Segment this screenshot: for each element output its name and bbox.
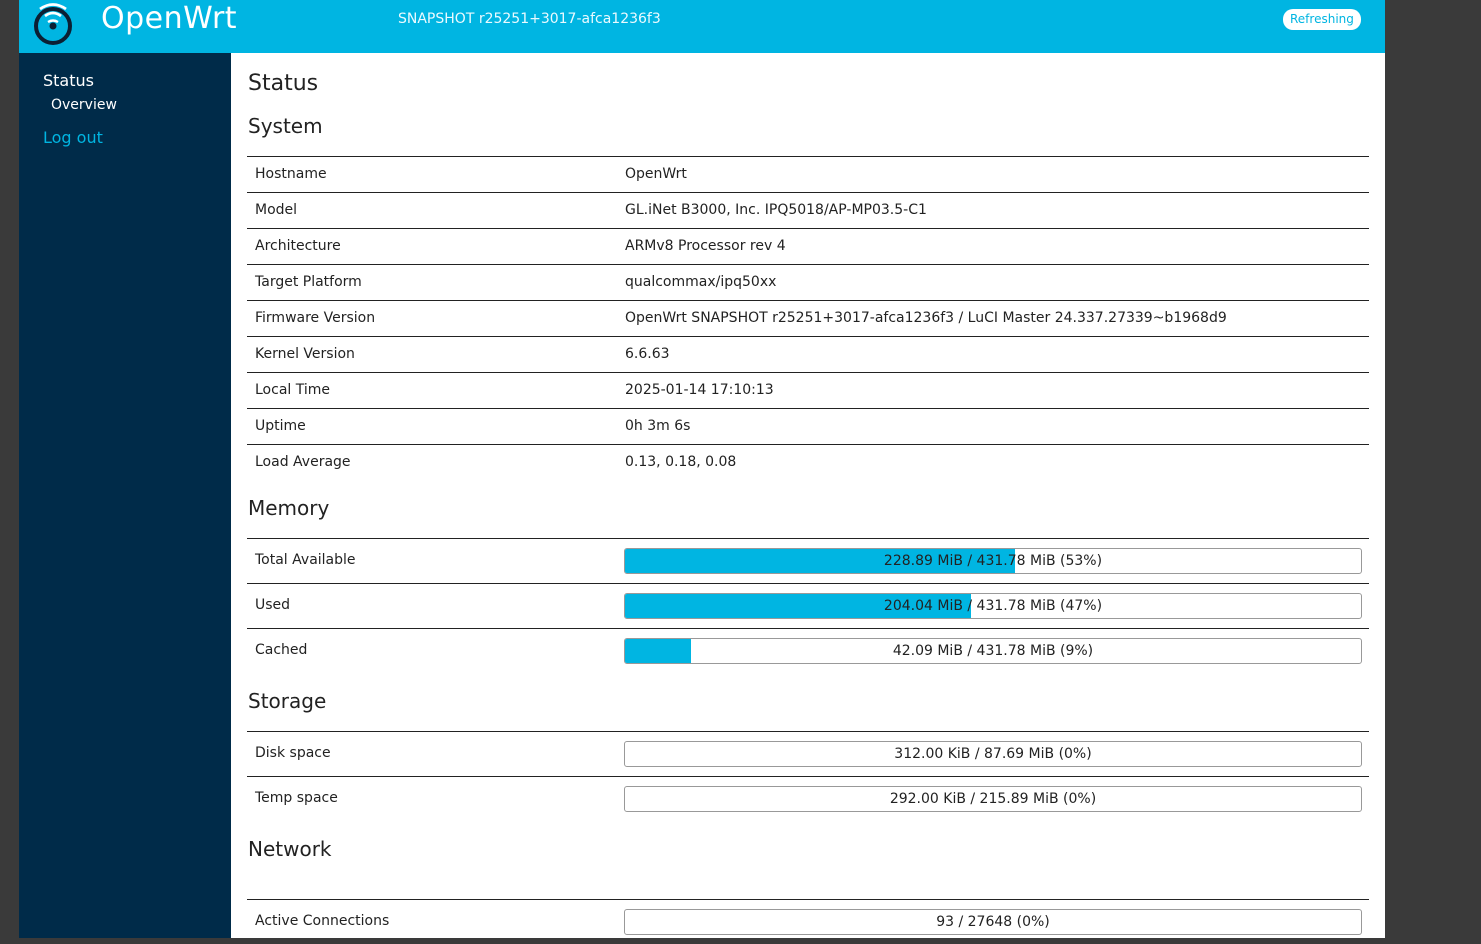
row-label: Temp space — [255, 790, 338, 806]
table-row: Active Connections 93 / 27648 (0%) — [247, 899, 1369, 944]
row-value: GL.iNet B3000, Inc. IPQ5018/AP-MP03.5-C1 — [625, 202, 927, 218]
system-table: Hostname OpenWrt Model GL.iNet B3000, Inc.… — [247, 156, 1369, 480]
row-label: Hostname — [255, 166, 327, 182]
row-value: 0.13, 0.18, 0.08 — [625, 454, 736, 470]
row-label: Firmware Version — [255, 310, 375, 326]
sidebar-item-overview[interactable]: Overview — [51, 97, 117, 113]
progress-bar: 93 / 27648 (0%) — [624, 909, 1362, 935]
row-value: qualcommax/ipq50xx — [625, 274, 776, 290]
app-window: OpenWrt SNAPSHOT r25251+3017-afca1236f3 … — [19, 0, 1385, 938]
table-row: Load Average 0.13, 0.18, 0.08 — [247, 444, 1369, 480]
row-label: Architecture — [255, 238, 341, 254]
sidebar: Status Overview Log out — [19, 53, 231, 938]
storage-heading: Storage — [248, 689, 326, 713]
row-value: ARMv8 Processor rev 4 — [625, 238, 786, 254]
progress-text: 42.09 MiB / 431.78 MiB (9%) — [625, 639, 1361, 663]
progress-text: 312.00 KiB / 87.69 MiB (0%) — [625, 742, 1361, 766]
memory-table: Total Available 228.89 MiB / 431.78 MiB … — [247, 538, 1369, 673]
row-value: 0h 3m 6s — [625, 418, 690, 434]
progress-bar: 292.00 KiB / 215.89 MiB (0%) — [624, 786, 1362, 812]
main-content: Status System Hostname OpenWrt Model GL.iN… — [231, 53, 1385, 938]
table-row: Total Available 228.89 MiB / 431.78 MiB … — [247, 538, 1369, 583]
progress-text: 292.00 KiB / 215.89 MiB (0%) — [625, 787, 1361, 811]
header-bar: OpenWrt SNAPSHOT r25251+3017-afca1236f3 … — [19, 0, 1385, 53]
progress-text: 228.89 MiB / 431.78 MiB (53%) — [625, 549, 1361, 573]
row-label: Total Available — [255, 552, 356, 568]
row-label: Cached — [255, 642, 307, 658]
progress-bar: 228.89 MiB / 431.78 MiB (53%) — [624, 548, 1362, 574]
row-label: Used — [255, 597, 290, 613]
row-label: Kernel Version — [255, 346, 355, 362]
row-value: OpenWrt SNAPSHOT r25251+3017-afca1236f3 … — [625, 310, 1227, 326]
table-row: Firmware Version OpenWrt SNAPSHOT r25251+… — [247, 300, 1369, 336]
row-label: Active Connections — [255, 913, 389, 929]
table-row: Cached 42.09 MiB / 431.78 MiB (9%) — [247, 628, 1369, 673]
system-heading: System — [248, 114, 323, 138]
table-row: Disk space 312.00 KiB / 87.69 MiB (0%) — [247, 731, 1369, 776]
table-row: Temp space 292.00 KiB / 215.89 MiB (0%) — [247, 776, 1369, 821]
table-row: Uptime 0h 3m 6s — [247, 408, 1369, 444]
page-title: Status — [248, 71, 318, 96]
memory-heading: Memory — [248, 496, 329, 520]
sidebar-item-status[interactable]: Status — [43, 71, 94, 90]
table-row: Architecture ARMv8 Processor rev 4 — [247, 228, 1369, 264]
table-row: Local Time 2025-01-14 17:10:13 — [247, 372, 1369, 408]
row-label: Load Average — [255, 454, 351, 470]
table-row: Used 204.04 MiB / 431.78 MiB (47%) — [247, 583, 1369, 628]
progress-text: 93 / 27648 (0%) — [625, 910, 1361, 934]
table-row: Kernel Version 6.6.63 — [247, 336, 1369, 372]
refreshing-badge[interactable]: Refreshing — [1283, 9, 1361, 30]
brand-name: OpenWrt — [101, 1, 237, 36]
progress-text: 204.04 MiB / 431.78 MiB (47%) — [625, 594, 1361, 618]
progress-bar: 312.00 KiB / 87.69 MiB (0%) — [624, 741, 1362, 767]
network-table: Active Connections 93 / 27648 (0%) — [247, 899, 1369, 944]
openwrt-logo-icon — [31, 0, 91, 53]
row-label: Uptime — [255, 418, 306, 434]
table-row: Model GL.iNet B3000, Inc. IPQ5018/AP-MP03… — [247, 192, 1369, 228]
row-value: 6.6.63 — [625, 346, 670, 362]
row-label: Model — [255, 202, 297, 218]
progress-bar: 204.04 MiB / 431.78 MiB (47%) — [624, 593, 1362, 619]
progress-bar: 42.09 MiB / 431.78 MiB (9%) — [624, 638, 1362, 664]
row-label: Disk space — [255, 745, 331, 761]
version-label: SNAPSHOT r25251+3017-afca1236f3 — [398, 11, 661, 27]
row-label: Local Time — [255, 382, 330, 398]
sidebar-item-logout[interactable]: Log out — [43, 128, 103, 147]
brand-logo[interactable]: OpenWrt — [31, 0, 251, 53]
row-value: OpenWrt — [625, 166, 687, 182]
table-row: Hostname OpenWrt — [247, 156, 1369, 192]
table-row: Target Platform qualcommax/ipq50xx — [247, 264, 1369, 300]
row-value: 2025-01-14 17:10:13 — [625, 382, 774, 398]
storage-table: Disk space 312.00 KiB / 87.69 MiB (0%) T… — [247, 731, 1369, 821]
row-label: Target Platform — [255, 274, 362, 290]
network-heading: Network — [248, 837, 332, 861]
